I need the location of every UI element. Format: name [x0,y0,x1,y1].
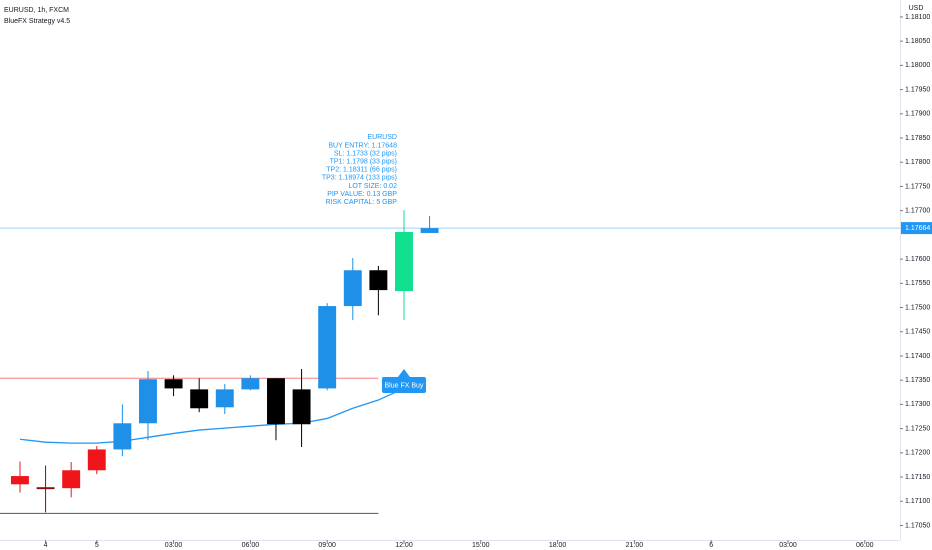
y-tick-label: 1.17100 [905,498,930,505]
chart-subtitle: BlueFX Strategy v4.5 [4,18,70,25]
y-tick-label: 1.18000 [905,62,930,69]
y-tick-label: 1.17750 [905,183,930,190]
last-price-tag [901,222,932,235]
info-line: TP3: 1.18974 (133 pips) [322,175,397,182]
info-line: LOT SIZE: 0.02 [348,183,397,190]
candle-body [292,389,311,425]
axis-header-bg [901,0,932,15]
candle-body [62,470,81,489]
y-tick-label: 1.17600 [905,256,930,263]
x-tick-label: 21:00 [626,542,644,549]
x-tick-label: 03:00 [779,542,797,549]
y-tick-label: 1.17450 [905,329,930,336]
y-tick-label: 1.17050 [905,522,930,529]
candle-body [241,378,260,390]
last-price-label: 1.17664 [905,225,930,232]
y-tick-label: 1.17400 [905,353,930,360]
info-line: TP1: 1.1798 (33 pips) [330,159,397,166]
x-tick-label: 15:00 [472,542,490,549]
ema-line [19,387,405,444]
y-tick-label: 1.17200 [905,450,930,457]
x-tick-label: 4 [44,542,48,549]
candle-body [36,487,55,490]
x-tick-label: 5 [95,542,99,549]
x-tick-label: 06:00 [856,542,874,549]
x-tick-label: 6 [709,542,713,549]
info-line: RISK CAPITAL: 5 GBP [326,199,398,206]
info-line: EURUSD [367,134,397,141]
candle-body [369,270,388,291]
chart-title: EURUSD, 1h, FXCM [4,7,69,14]
signal-box [381,377,426,394]
y-tick-label: 1.17950 [905,86,930,93]
candle-body [215,389,234,408]
x-tick-label: 06:00 [242,542,260,549]
y-tick-label: 1.17800 [905,159,930,166]
candle-body [395,231,413,292]
y-tick-label: 1.17900 [905,111,930,118]
info-line: TP2: 1.18311 (66 pips) [326,167,397,174]
candle-body [11,476,29,485]
candle-body [267,378,285,425]
candle-body [87,449,106,471]
candle-body [164,379,183,389]
signal-text: Blue FX Buy [385,382,424,389]
y-tick-label: 1.17850 [905,135,930,142]
x-tick-label: 12:00 [395,542,413,549]
candle-body [343,270,362,307]
candle-body [190,389,209,409]
y-tick-label: 1.17300 [905,401,930,408]
y-tick-label: 1.17350 [905,377,930,384]
y-axis-label: USD [909,5,924,12]
signal-arrow [397,369,410,378]
candle-body [113,423,132,450]
y-tick-label: 1.17700 [905,208,930,215]
info-line: SL: 1.1733 (32 pips) [334,150,397,157]
y-tick-label: 1.17550 [905,280,930,287]
x-tick-label: 18:00 [549,542,567,549]
x-tick-label: 03:00 [165,542,183,549]
candle-body [139,379,157,424]
info-line: PIP VALUE: 0.13 GBP [327,191,397,198]
y-tick-label: 1.17250 [905,425,930,432]
y-tick-label: 1.17150 [905,474,930,481]
y-tick-label: 1.17500 [905,304,930,311]
info-line: BUY ENTRY: 1.17648 [328,142,397,149]
x-tick-label: 09:00 [318,542,336,549]
candle-body [420,228,439,233]
y-tick-label: 1.18100 [905,14,930,21]
y-tick-label: 1.18050 [905,38,930,45]
candle-body [318,306,337,389]
